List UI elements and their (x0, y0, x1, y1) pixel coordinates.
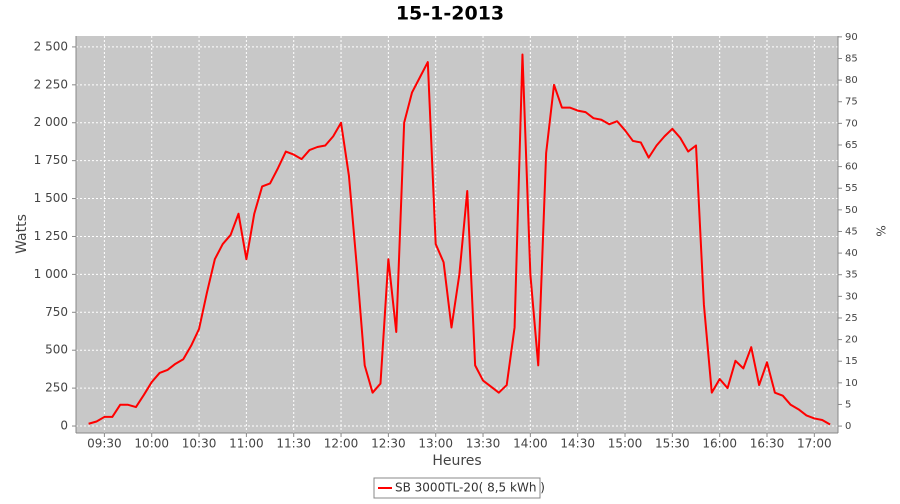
x-tick-label: 15:30 (655, 437, 690, 451)
x-tick-label: 11:00 (229, 437, 264, 451)
data-line (88, 53, 831, 426)
y-tick-label: 750 (45, 305, 68, 319)
x-tick-label: 17:00 (797, 437, 832, 451)
y2-tick-label: 75 (845, 97, 858, 108)
x-tick-label: 10:00 (134, 437, 169, 451)
y-tick-label: 2 250 (34, 77, 68, 91)
y2-tick-label: 60 (845, 162, 858, 173)
y-tick-label: 250 (45, 381, 68, 395)
y2-tick-label: 55 (845, 183, 858, 194)
y2-tick-label: 70 (845, 118, 858, 129)
y-tick-label: 2 500 (34, 39, 68, 53)
y2-tick-label: 30 (845, 291, 858, 302)
legend-label: SB 3000TL-20( 8,5 kWh ) (395, 481, 545, 495)
legend: SB 3000TL-20( 8,5 kWh ) (373, 477, 545, 499)
x-tick-label: 14:30 (560, 437, 595, 451)
y2-tick-label: 15 (845, 356, 858, 367)
y-tick-label: 0 (60, 419, 68, 433)
y2-tick-label: 80 (845, 75, 858, 86)
y2-tick-label: 20 (845, 335, 858, 346)
y2-tick-label: 45 (845, 226, 858, 237)
y2-tick-label: 90 (845, 32, 858, 43)
plot-area (76, 36, 838, 433)
x-tick-label: 16:30 (750, 437, 785, 451)
y-tick-label: 1 750 (34, 153, 68, 167)
y2-tick-label: 85 (845, 53, 858, 64)
x-tick-label: 12:30 (371, 437, 406, 451)
y-tick-label: 1 000 (34, 267, 68, 281)
y2-axis-label: % (874, 225, 888, 236)
y2-tick-label: 0 (845, 421, 851, 432)
x-tick-label: 16:00 (702, 437, 737, 451)
y-tick-label: 1 250 (34, 229, 68, 243)
x-tick-label: 13:30 (466, 437, 501, 451)
y2-tick-label: 25 (845, 313, 858, 324)
y2-tick-label: 65 (845, 140, 858, 151)
x-tick-label: 15:00 (608, 437, 643, 451)
chart-title: 15-1-2013 (396, 3, 504, 25)
x-tick-label: 14:00 (513, 437, 548, 451)
y2-tick-label: 10 (845, 378, 858, 389)
y2-tick-label: 50 (845, 205, 858, 216)
y-tick-label: 500 (45, 343, 68, 357)
y-tick-label: 2 000 (34, 115, 68, 129)
y2-tick-label: 40 (845, 248, 858, 259)
x-tick-label: 13:00 (418, 437, 453, 451)
x-tick-label: 12:00 (324, 437, 359, 451)
y-axis-label: Watts (14, 214, 30, 254)
y-tick-label: 1 500 (34, 191, 68, 205)
x-tick-label: 11:30 (276, 437, 311, 451)
legend-box (373, 477, 541, 499)
y2-tick-label: 5 (845, 399, 851, 410)
y2-tick-label: 35 (845, 270, 858, 281)
x-axis-label: Heures (432, 453, 481, 469)
x-tick-label: 09:30 (87, 437, 122, 451)
x-tick-label: 10:30 (182, 437, 217, 451)
